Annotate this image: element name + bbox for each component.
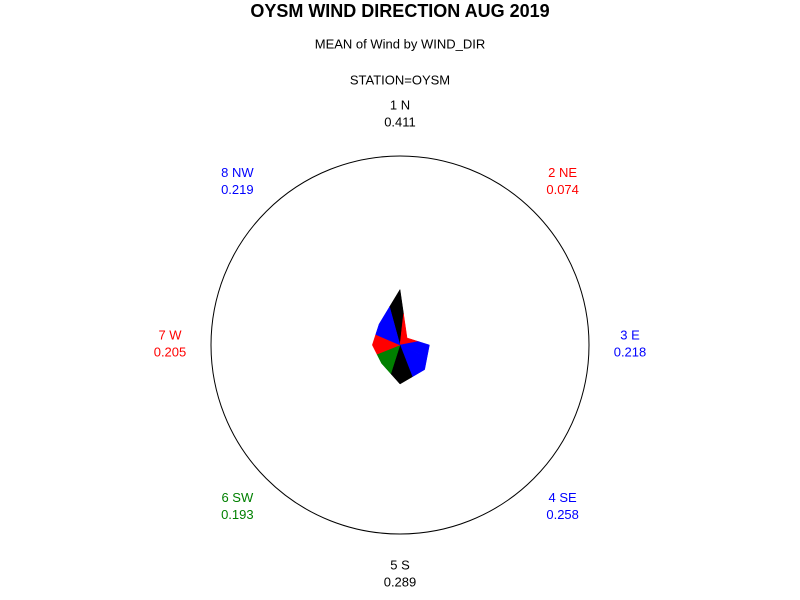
value-label: 0.074 <box>546 182 579 197</box>
direction-label: 4 SE <box>549 490 578 505</box>
direction-label: 8 NW <box>221 165 254 180</box>
direction-label: 2 NE <box>548 165 577 180</box>
value-label: 0.258 <box>546 507 579 522</box>
direction-label: 3 E <box>620 327 640 342</box>
outer-circle <box>210 155 590 535</box>
direction-label: 5 S <box>390 557 410 572</box>
value-label: 0.411 <box>384 114 416 129</box>
direction-label: 1 N <box>390 97 410 112</box>
chart-subtitle: MEAN of Wind by WIND_DIR <box>315 36 485 51</box>
value-label: 0.289 <box>384 574 417 589</box>
direction-label: 6 SW <box>221 490 254 505</box>
by-line: STATION=OYSM <box>350 72 450 87</box>
value-label: 0.219 <box>221 182 254 197</box>
chart-title: OYSM WIND DIRECTION AUG 2019 <box>250 1 549 21</box>
star-wedge <box>375 306 401 346</box>
value-label: 0.193 <box>221 507 254 522</box>
value-label: 0.205 <box>154 344 187 359</box>
value-label: 0.218 <box>614 344 647 359</box>
direction-label: 7 W <box>158 327 182 342</box>
